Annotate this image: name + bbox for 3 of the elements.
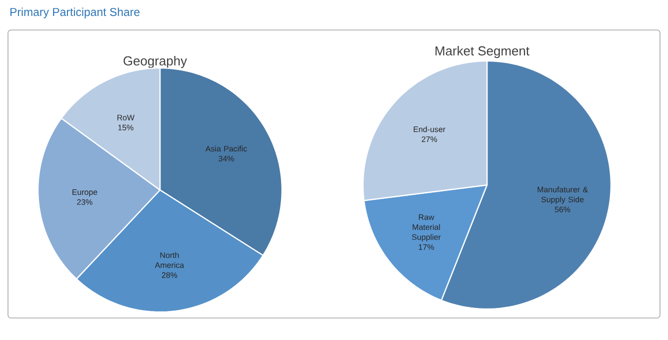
chart-title: Market Segment [436,46,530,58]
chart-title: Primary Participant Share [10,8,140,18]
chart-subtitle: Geography [124,56,188,68]
